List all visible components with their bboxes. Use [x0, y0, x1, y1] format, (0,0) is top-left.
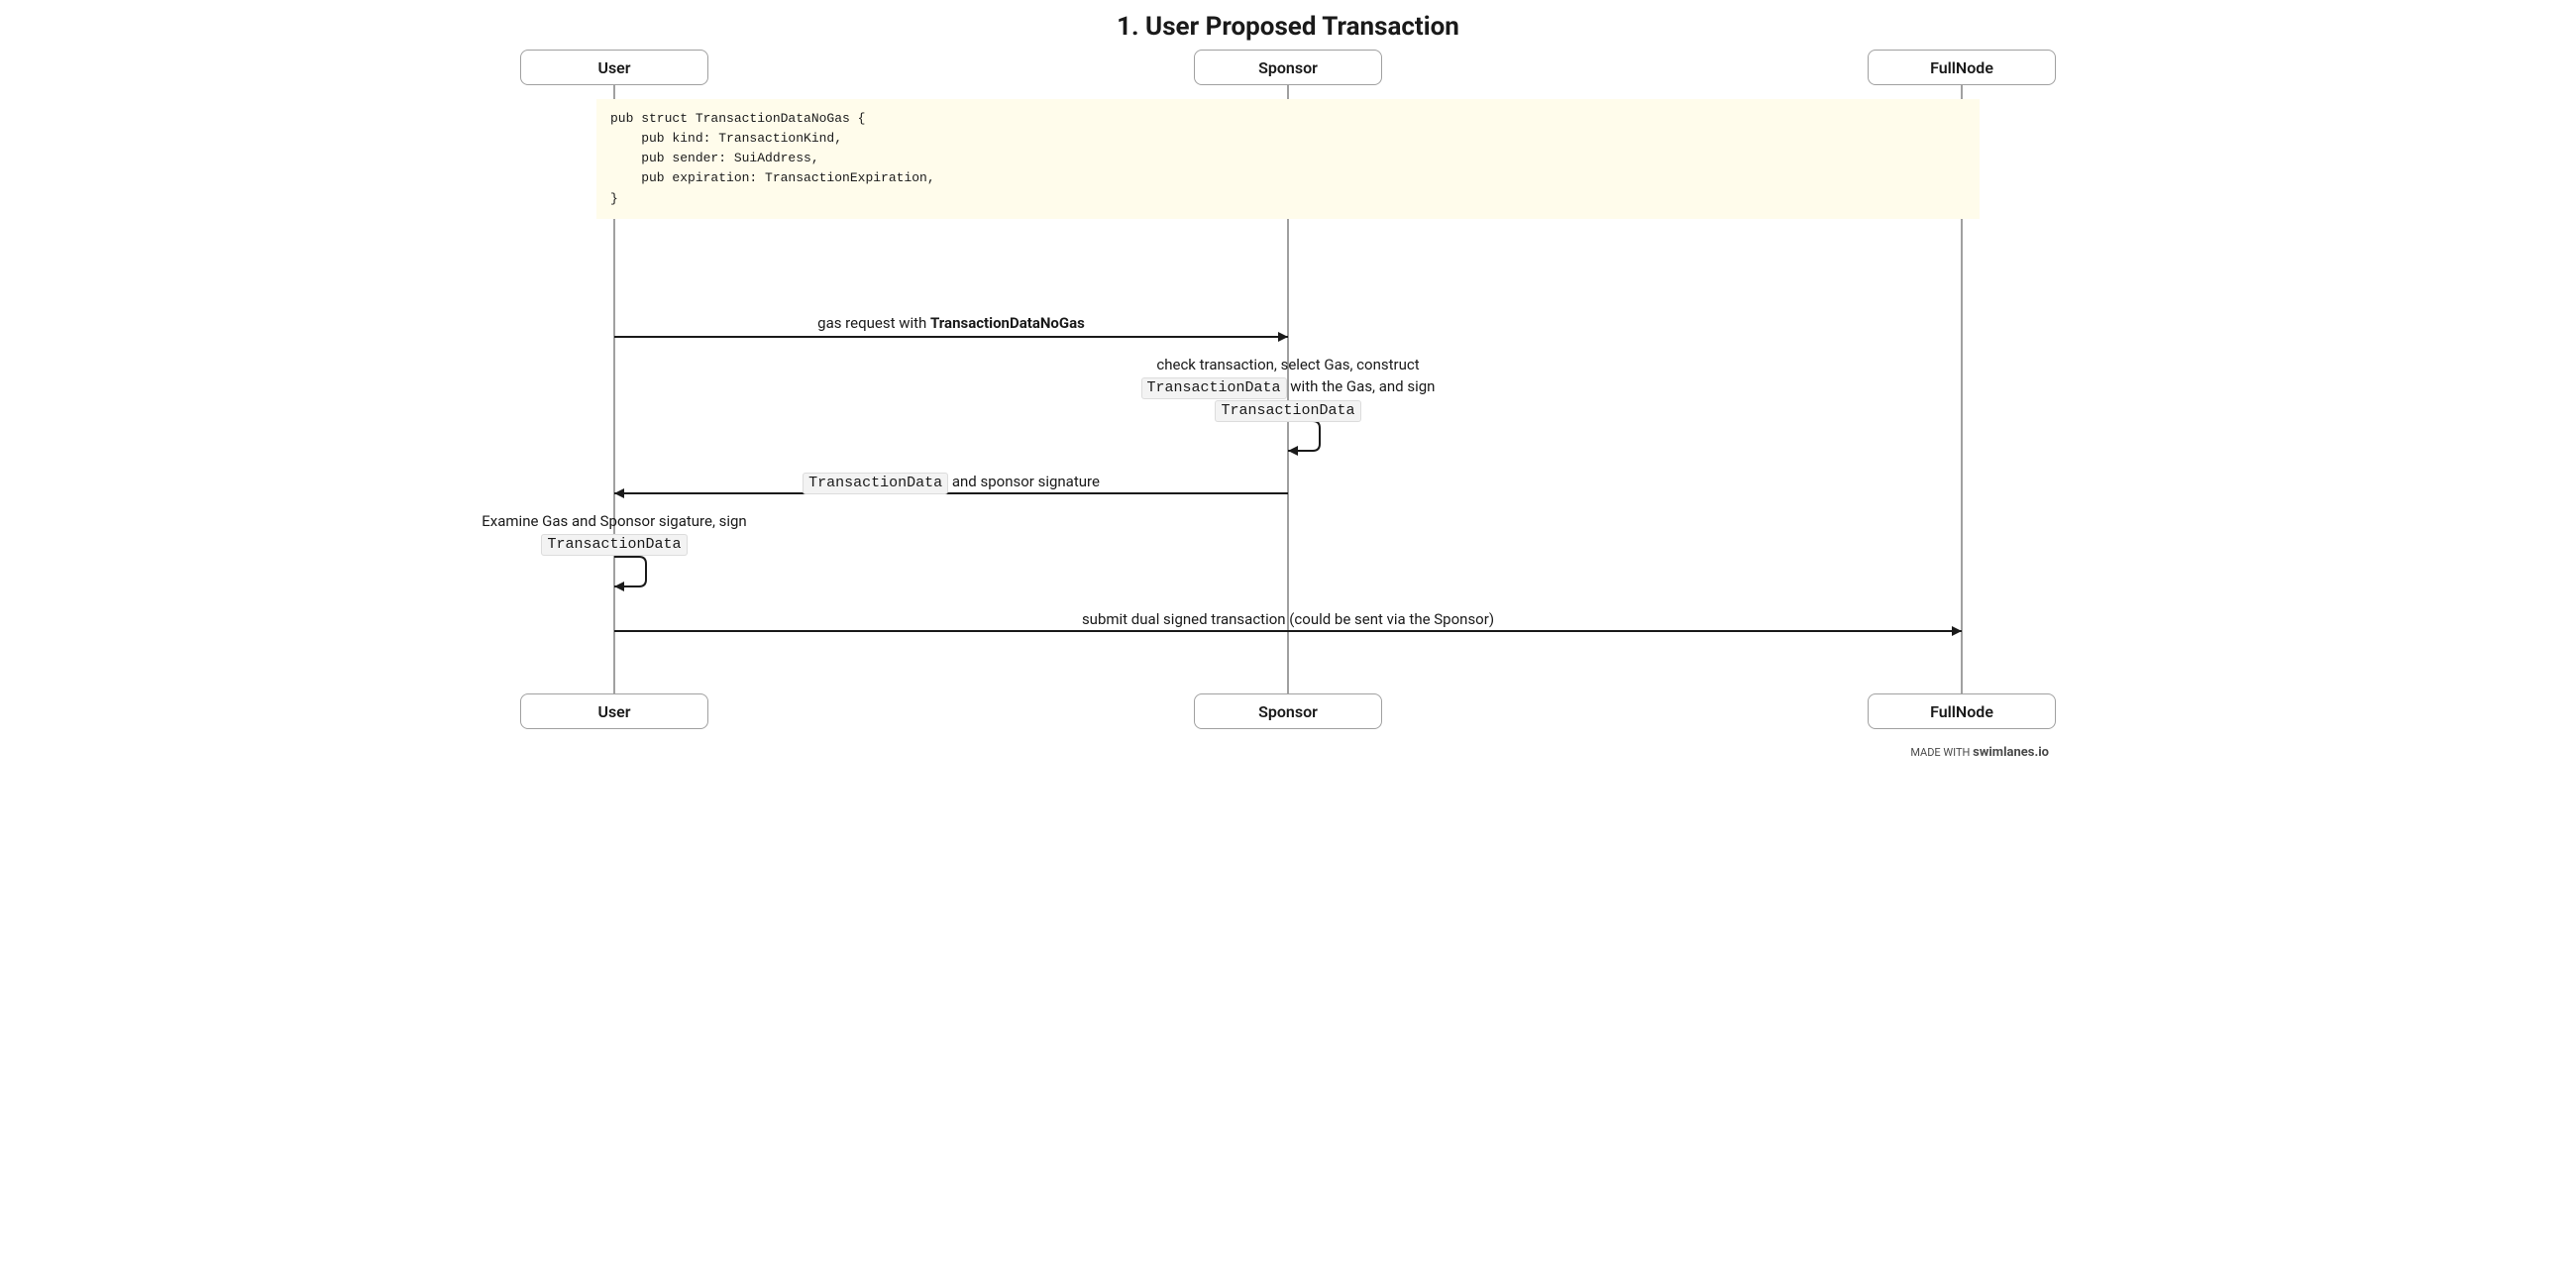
code-token: TransactionData — [1141, 377, 1287, 399]
sequence-diagram-canvas: 1. User Proposed Transaction MADE WITH s… — [515, 0, 2061, 766]
participant-user-top: User — [520, 50, 708, 85]
text-token: Examine Gas and Sponsor sigature, sign — [482, 512, 746, 530]
footer-credit: MADE WITH swimlanes.io — [1910, 745, 2049, 760]
footer-prefix: MADE WITH — [1910, 746, 1973, 759]
participant-user-bottom: User — [520, 693, 708, 729]
text-token: check transaction, select Gas, construct — [1156, 356, 1419, 373]
message-label: TransactionData and sponsor signature — [614, 472, 1288, 494]
diagram-title: 1. User Proposed Transaction — [515, 12, 2061, 42]
message-label: gas request with TransactionDataNoGas — [614, 313, 1288, 335]
text-token: and sponsor signature — [948, 473, 1100, 490]
footer-brand: swimlanes.io — [1973, 745, 2049, 760]
message-label: submit dual signed transaction (could be… — [614, 609, 1962, 631]
participant-fullnode-top: FullNode — [1868, 50, 2056, 85]
participant-sponsor-top: Sponsor — [1194, 50, 1382, 85]
label-line: Examine Gas and Sponsor sigature, sign — [436, 511, 793, 533]
label-line: TransactionData — [1110, 399, 1466, 422]
participant-sponsor-bottom: Sponsor — [1194, 693, 1382, 729]
text-token: submit dual signed transaction (could be… — [1082, 610, 1494, 628]
self-message-label: check transaction, select Gas, construct… — [1110, 355, 1466, 422]
label-line: TransactionData — [436, 533, 793, 556]
code-token: TransactionData — [541, 534, 687, 556]
label-line: check transaction, select Gas, construct — [1110, 355, 1466, 376]
code-token: TransactionData — [1215, 400, 1360, 422]
participant-fullnode-bottom: FullNode — [1868, 693, 2056, 729]
text-token: with the Gas, and sign — [1287, 377, 1436, 395]
bold-token: TransactionDataNoGas — [930, 314, 1085, 332]
self-message-label: Examine Gas and Sponsor sigature, sign Tr… — [436, 511, 793, 556]
label-line: TransactionData with the Gas, and sign — [1110, 376, 1466, 399]
text-token: gas request with — [817, 314, 930, 332]
self-message-arrow — [602, 551, 662, 592]
code-token: TransactionData — [803, 473, 948, 494]
note-struct: pub struct TransactionDataNoGas { pub ki… — [596, 99, 1980, 219]
